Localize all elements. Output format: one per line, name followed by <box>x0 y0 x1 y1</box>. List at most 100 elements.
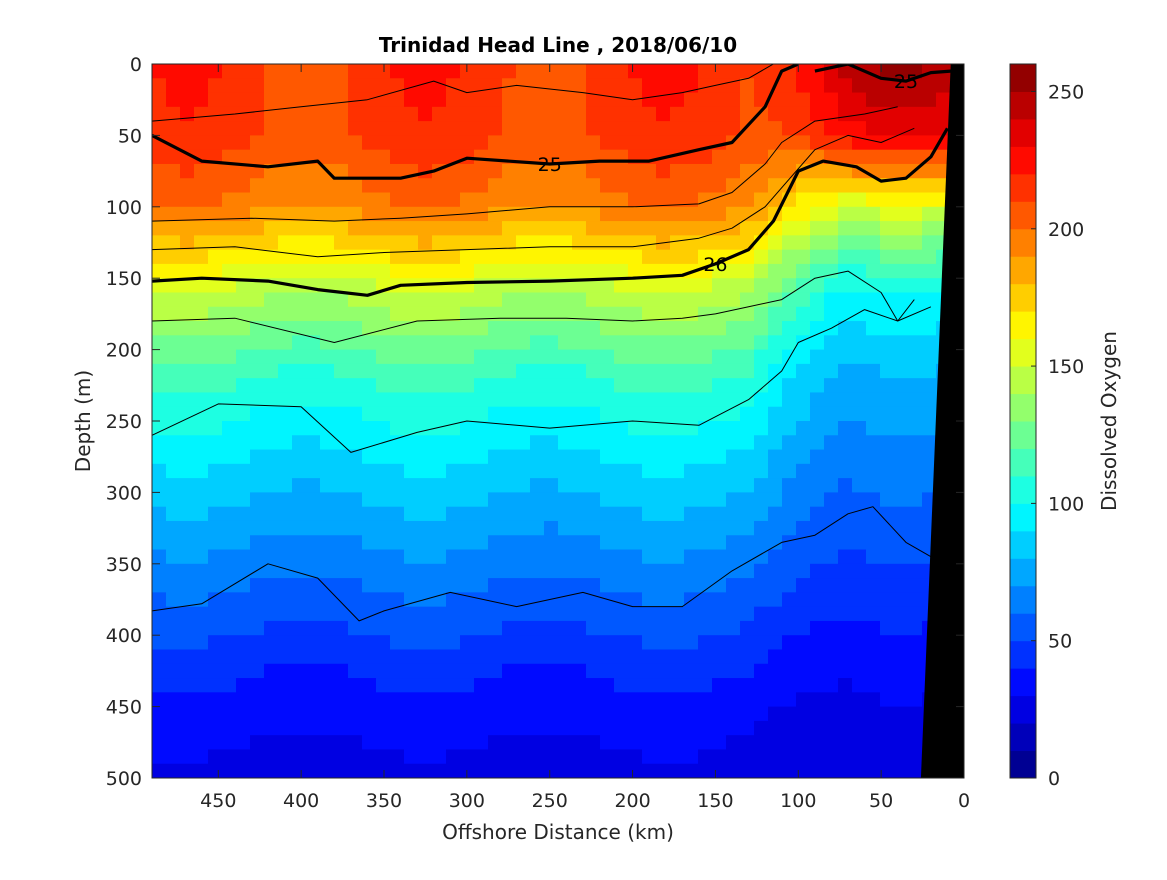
heatmap-cell <box>628 92 643 108</box>
heatmap-cell <box>712 720 727 736</box>
heatmap-cell <box>922 392 937 408</box>
heatmap-cell <box>684 549 699 565</box>
heatmap-cell <box>236 321 251 336</box>
heatmap-cell <box>306 321 321 336</box>
x-tick-label: 200 <box>614 790 650 812</box>
heatmap-cell <box>698 663 713 679</box>
heatmap-cell <box>600 263 615 279</box>
heatmap-cell <box>544 149 559 165</box>
heatmap-cell <box>208 749 223 765</box>
heatmap-cell <box>796 692 811 708</box>
heatmap-cell <box>628 292 643 308</box>
heatmap-cell <box>502 106 517 122</box>
heatmap-cell <box>558 635 573 651</box>
heatmap-cell <box>600 549 615 565</box>
heatmap-cell <box>768 492 783 508</box>
heatmap-cell <box>516 306 531 322</box>
heatmap-cell <box>642 206 657 222</box>
heatmap-cell <box>586 720 601 736</box>
heatmap-cell <box>432 335 447 351</box>
heatmap-cell <box>194 106 209 122</box>
heatmap-cell <box>404 463 419 479</box>
heatmap-cell <box>838 463 853 479</box>
heatmap-cell <box>656 435 671 451</box>
heatmap-cell <box>474 92 489 108</box>
heatmap-cell <box>922 235 937 251</box>
heatmap-cell <box>208 163 223 179</box>
heatmap-cell <box>628 78 643 94</box>
heatmap-cell <box>236 263 251 279</box>
heatmap-cell <box>362 506 377 522</box>
heatmap-cell <box>768 406 783 422</box>
heatmap-cell <box>628 435 643 451</box>
heatmap-cell <box>810 720 825 736</box>
heatmap-cell <box>712 592 727 608</box>
heatmap-cell <box>726 520 741 536</box>
heatmap-cell <box>894 363 909 379</box>
heatmap-cell <box>194 549 209 565</box>
heatmap-cell <box>586 78 601 94</box>
heatmap-cell <box>194 463 209 479</box>
heatmap-cell <box>432 749 447 765</box>
heatmap-cell <box>446 578 461 593</box>
heatmap-cell <box>698 306 713 322</box>
heatmap-cell <box>684 278 699 294</box>
heatmap-cell <box>880 763 895 778</box>
heatmap-cell <box>166 92 181 108</box>
heatmap-cell <box>208 478 223 493</box>
heatmap-cell <box>404 192 419 208</box>
heatmap-cell <box>656 520 671 536</box>
heatmap-cell <box>754 363 769 379</box>
heatmap-cell <box>558 249 573 265</box>
heatmap-cell <box>362 149 377 165</box>
heatmap-cell <box>292 392 307 408</box>
heatmap-cell <box>152 492 167 508</box>
heatmap-cell <box>908 235 923 251</box>
colorbar-segment <box>1010 393 1036 422</box>
heatmap-cell <box>698 192 713 208</box>
heatmap-cell <box>768 321 783 336</box>
heatmap-cell <box>740 692 755 708</box>
heatmap-cell <box>670 678 685 693</box>
heatmap-cell <box>544 763 559 778</box>
heatmap-cell <box>460 278 475 294</box>
heatmap-cell <box>824 249 839 265</box>
heatmap-cell <box>572 749 587 765</box>
heatmap-cell <box>180 435 195 451</box>
heatmap-cell <box>558 649 573 665</box>
heatmap-cell <box>796 263 811 279</box>
x-tick-label: 250 <box>532 790 568 812</box>
heatmap-cell <box>712 235 727 251</box>
heatmap-cell <box>642 135 657 151</box>
heatmap-cell <box>208 506 223 522</box>
heatmap-cell <box>894 692 909 708</box>
heatmap-cell <box>754 492 769 508</box>
heatmap-cell <box>264 692 279 708</box>
heatmap-cell <box>712 221 727 236</box>
heatmap-cell <box>236 449 251 465</box>
heatmap-cell <box>236 463 251 479</box>
heatmap-cell <box>362 635 377 651</box>
heatmap-cell <box>446 321 461 336</box>
heatmap-cell <box>824 663 839 679</box>
heatmap-cell <box>544 506 559 522</box>
heatmap-cell <box>852 349 867 365</box>
heatmap-cell <box>782 478 797 493</box>
heatmap-cell <box>474 620 489 636</box>
heatmap-cell <box>544 321 559 336</box>
heatmap-cell <box>796 392 811 408</box>
heatmap-cell <box>292 449 307 465</box>
heatmap-cell <box>894 349 909 365</box>
heatmap-cell <box>768 563 783 579</box>
heatmap-cell <box>292 249 307 265</box>
heatmap-cell <box>516 92 531 108</box>
heatmap-cell <box>614 221 629 236</box>
heatmap-cell <box>838 606 853 622</box>
heatmap-cell <box>348 121 363 136</box>
heatmap-cell <box>404 78 419 94</box>
heatmap-cell <box>810 206 825 222</box>
heatmap-cell <box>600 92 615 108</box>
heatmap-cell <box>208 135 223 151</box>
heatmap-cell <box>670 520 685 536</box>
heatmap-cell <box>320 692 335 708</box>
